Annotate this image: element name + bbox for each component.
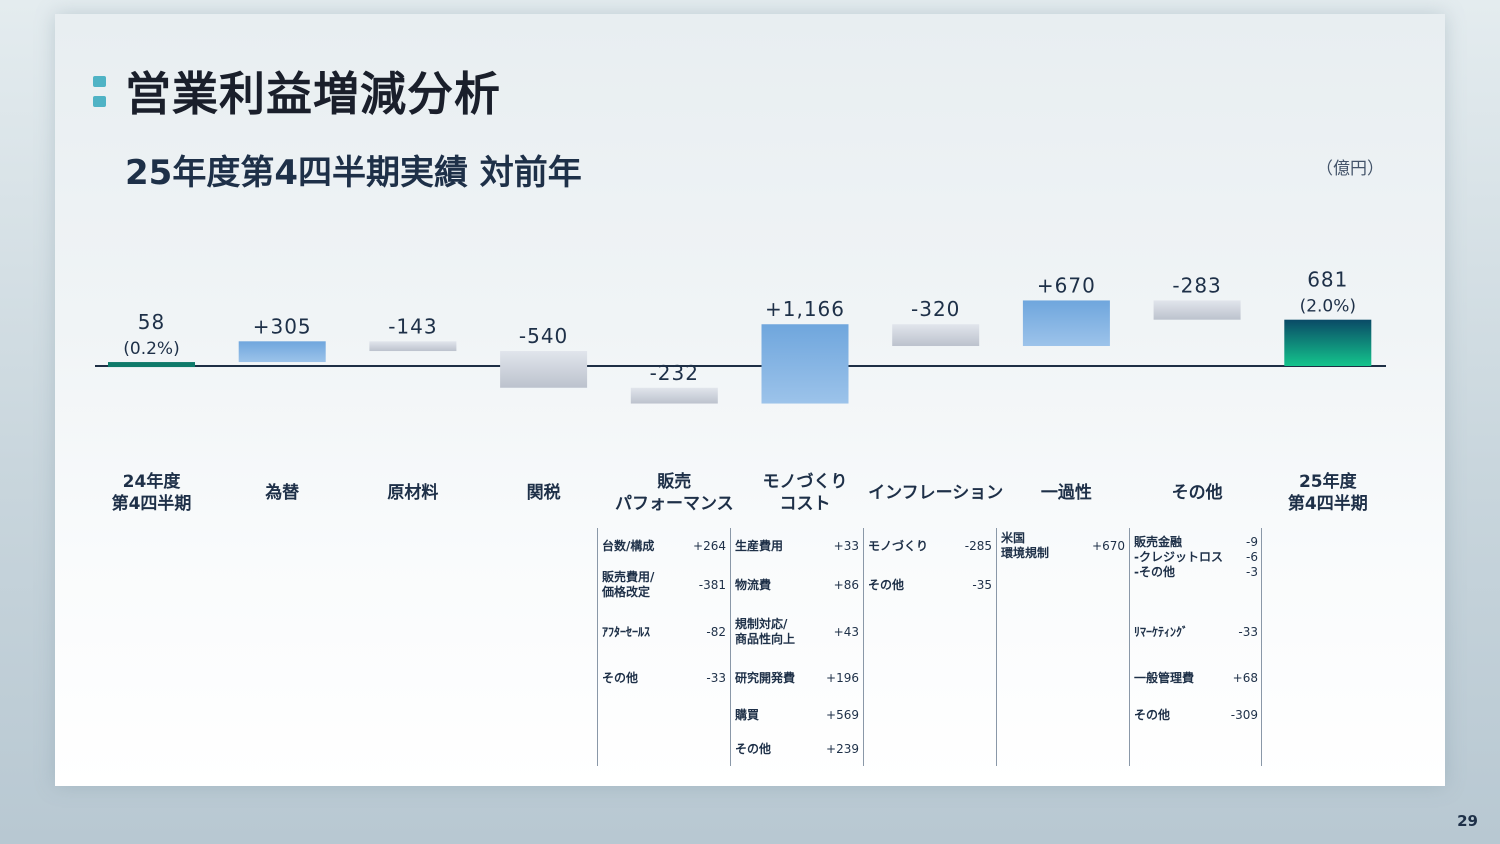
breakdown-item-label: 販売費用/ 価格改定 bbox=[602, 570, 655, 599]
breakdown-item-label: その他 bbox=[868, 577, 905, 592]
breakdown-divider bbox=[597, 528, 598, 766]
title-marker-icon bbox=[93, 76, 106, 108]
breakdown-item-value: +239 bbox=[826, 741, 859, 756]
category-label-0: 24年度 第4四半期 bbox=[111, 472, 192, 514]
breakdown-item: ﾘﾏｰｹﾃｨﾝｸﾞ -33 bbox=[1134, 625, 1258, 640]
breakdown-item-label: ﾘﾏｰｹﾃｨﾝｸﾞ bbox=[1134, 624, 1189, 639]
breakdown-item: 規制対応/ 商品性向上 +43 bbox=[735, 617, 859, 647]
category-label-5: モノづくり コスト bbox=[762, 472, 848, 514]
breakdown-item-label: 販売金融 -クレジットロス -その他 bbox=[1134, 534, 1223, 579]
breakdown-item-value: -309 bbox=[1230, 707, 1258, 722]
breakdown-item-label: 一般管理費 bbox=[1134, 670, 1195, 685]
category-label-4: 販売 パフォーマンス bbox=[614, 472, 734, 514]
breakdown-item: 生産費用 +33 bbox=[735, 539, 859, 554]
breakdown-item: 一般管理費 +68 bbox=[1134, 671, 1258, 686]
category-label-2: 原材料 bbox=[387, 483, 439, 503]
category-label-3: 関税 bbox=[526, 483, 561, 503]
category-label-7: 一過性 bbox=[1040, 483, 1092, 503]
breakdown-divider bbox=[996, 528, 997, 766]
breakdown-item-value: +196 bbox=[826, 670, 859, 685]
breakdown-item-value: +33 bbox=[833, 538, 859, 553]
breakdown-item-label: 物流費 bbox=[735, 577, 772, 592]
breakdown-item: その他 -309 bbox=[1134, 708, 1258, 723]
category-label-6: インフレーション bbox=[868, 483, 1004, 503]
breakdown-item-label: 米国 環境規制 bbox=[1001, 531, 1050, 560]
breakdown-divider bbox=[863, 528, 864, 766]
breakdown-divider bbox=[1129, 528, 1130, 766]
breakdown-item-label: その他 bbox=[602, 670, 639, 685]
breakdown-item-value: +68 bbox=[1232, 670, 1258, 685]
breakdown-item-label: その他 bbox=[1134, 707, 1171, 722]
breakdown-item-value: -9 -6 -3 bbox=[1246, 534, 1258, 579]
breakdown-item-value: -33 bbox=[1238, 624, 1258, 639]
page-title: 営業利益増減分析 bbox=[125, 67, 501, 121]
breakdown-item-value: +569 bbox=[826, 707, 859, 722]
chart-subtitle: 25年度第4四半期実績 対前年 bbox=[125, 153, 582, 193]
breakdown-item-value: +264 bbox=[693, 538, 726, 553]
breakdown-item: 研究開発費 +196 bbox=[735, 671, 859, 686]
breakdown-item-label: ｱﾌﾀｰｾｰﾙｽ bbox=[602, 624, 651, 639]
breakdown-divider bbox=[730, 528, 731, 766]
breakdown-item-value: +43 bbox=[833, 624, 859, 639]
page-number: 29 bbox=[1457, 812, 1478, 830]
breakdown-item: 物流費 +86 bbox=[735, 578, 859, 593]
breakdown-item-label: 研究開発費 bbox=[735, 670, 796, 685]
breakdown-item-value: +86 bbox=[833, 577, 859, 592]
breakdown-item-label: モノづくり bbox=[868, 538, 929, 553]
breakdown-item-label: その他 bbox=[735, 741, 772, 756]
breakdown-item-label: 生産費用 bbox=[735, 538, 784, 553]
breakdown-divider bbox=[1261, 528, 1262, 766]
breakdown-item-label: 購買 bbox=[735, 707, 760, 722]
category-label-1: 為替 bbox=[265, 483, 300, 503]
category-label-8: その他 bbox=[1171, 483, 1223, 503]
breakdown-item: その他 +239 bbox=[735, 742, 859, 757]
breakdown-item: その他 -35 bbox=[868, 578, 992, 593]
breakdown-item-value: -285 bbox=[964, 538, 992, 553]
unit-label: （億円） bbox=[1316, 159, 1384, 179]
breakdown-item: 米国 環境規制 +670 bbox=[1001, 531, 1125, 561]
breakdown-item: 台数/構成 +264 bbox=[602, 539, 726, 554]
breakdown-item: 販売金融 -クレジットロス -その他 -9 -6 -3 bbox=[1134, 535, 1258, 580]
breakdown-item: ｱﾌﾀｰｾｰﾙｽ -82 bbox=[602, 625, 726, 640]
breakdown-item-value: -33 bbox=[706, 670, 726, 685]
breakdown-item-value: +670 bbox=[1092, 538, 1125, 553]
breakdown-item: モノづくり -285 bbox=[868, 539, 992, 554]
breakdown-item: その他 -33 bbox=[602, 671, 726, 686]
slide-panel bbox=[55, 14, 1445, 786]
breakdown-item: 購買 +569 bbox=[735, 708, 859, 723]
breakdown-item-label: 規制対応/ 商品性向上 bbox=[735, 617, 796, 646]
breakdown-item-value: -82 bbox=[706, 624, 726, 639]
category-label-9: 25年度 第4四半期 bbox=[1287, 472, 1368, 514]
breakdown-item-value: -35 bbox=[972, 577, 992, 592]
breakdown-item: 販売費用/ 価格改定 -381 bbox=[602, 570, 726, 600]
breakdown-item-label: 台数/構成 bbox=[602, 538, 655, 553]
breakdown-item-value: -381 bbox=[698, 577, 726, 592]
